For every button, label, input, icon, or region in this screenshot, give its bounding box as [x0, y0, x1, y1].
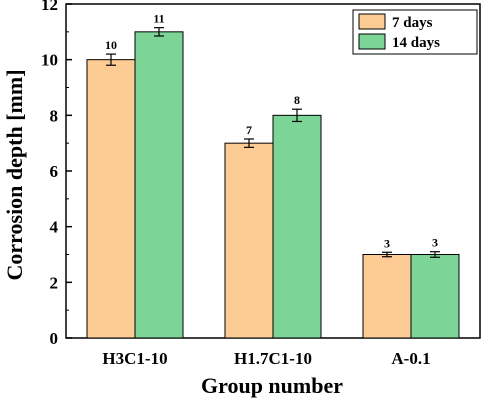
- x-tick-label: A-0.1: [391, 349, 430, 368]
- data-label: 10: [105, 38, 117, 52]
- x-tick-label: H1.7C1-10: [234, 349, 312, 368]
- x-tick-label: H3C1-10: [102, 349, 167, 368]
- bar: [86, 59, 136, 339]
- y-tick-label: 8: [50, 106, 59, 125]
- x-axis-title: Group number: [201, 373, 343, 398]
- bar: [272, 114, 322, 339]
- legend-label-14-days: 14 days: [392, 35, 440, 51]
- bar: [362, 254, 412, 339]
- legend-swatch-14-days: [358, 33, 386, 50]
- data-label: 11: [153, 12, 164, 26]
- data-label: 7: [246, 123, 252, 137]
- data-label: 3: [432, 236, 438, 250]
- data-label: 8: [294, 93, 300, 107]
- y-tick-label: 4: [50, 218, 59, 237]
- legend: 7 days 14 days: [352, 9, 478, 55]
- y-axis-title: Corrosion depth [mm]: [2, 69, 27, 280]
- y-tick-label: 0: [50, 329, 59, 348]
- bar: [224, 142, 274, 339]
- legend-label-7-days: 7 days: [392, 15, 433, 31]
- y-tick-label: 2: [50, 273, 59, 292]
- bar: [410, 254, 460, 339]
- data-label: 3: [384, 236, 390, 250]
- plot-area: 0 2 4 6 8 10 12 H3C1-10 10 11 H1.7C1-10 7 8 A-0.1 3 3: [41, 0, 481, 368]
- y-tick-label: 6: [50, 162, 59, 181]
- legend-swatch-7-days: [358, 13, 386, 30]
- y-tick-label: 10: [41, 51, 58, 70]
- bar: [134, 31, 184, 339]
- y-tick-label: 12: [41, 0, 58, 14]
